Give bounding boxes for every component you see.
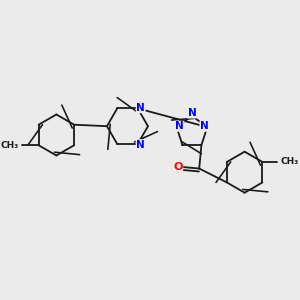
- Text: N: N: [136, 103, 145, 113]
- Text: N: N: [136, 140, 145, 150]
- Text: CH₃: CH₃: [1, 141, 19, 150]
- Text: O: O: [173, 162, 183, 172]
- Text: CH₃: CH₃: [281, 158, 299, 166]
- Text: N: N: [175, 121, 184, 131]
- Text: N: N: [200, 121, 209, 131]
- Text: N: N: [188, 108, 196, 118]
